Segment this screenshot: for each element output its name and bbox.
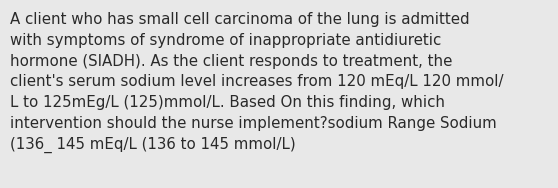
Text: A client who has small cell carcinoma of the lung is admitted
with symptoms of s: A client who has small cell carcinoma of… bbox=[10, 12, 503, 153]
